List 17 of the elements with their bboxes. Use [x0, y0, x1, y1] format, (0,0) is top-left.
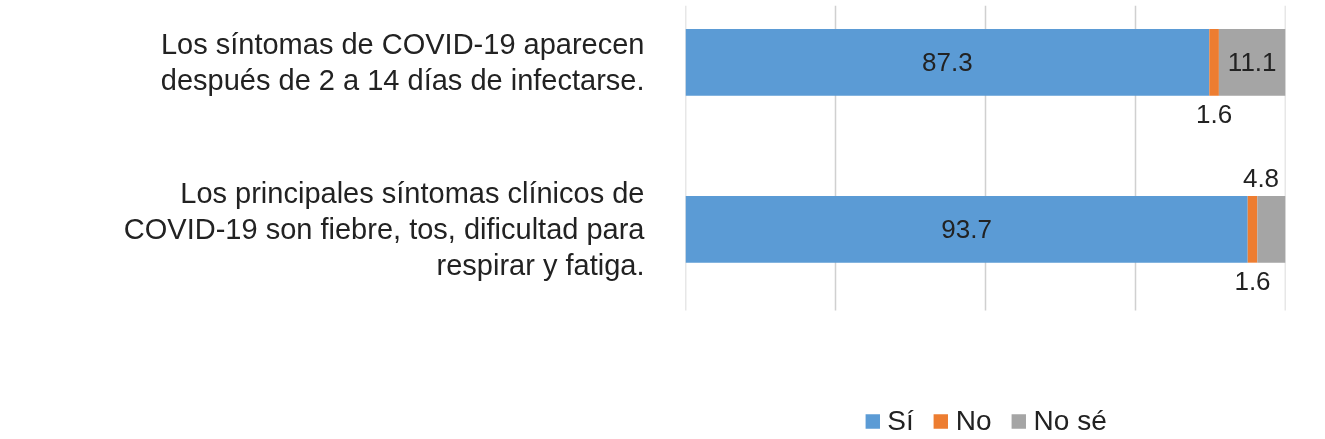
legend-label: Sí: [887, 405, 914, 437]
bar: [685, 28, 1210, 96]
legend-label: No: [955, 405, 992, 437]
data-label: 93.7: [941, 214, 992, 245]
data-label: 1.6: [1234, 265, 1271, 296]
data-label: 87.3: [922, 47, 973, 78]
legend-label: No sé: [1033, 405, 1107, 437]
bar: [1209, 28, 1219, 96]
bar: [1247, 195, 1258, 263]
data-label: 4.8: [1242, 162, 1280, 193]
y-tick-label: Los síntomas de COVID-19 aparecen después de 2 a 14 días de infectarse.: [160, 28, 645, 97]
bar: [685, 195, 1248, 263]
data-label: 11.1: [1227, 47, 1277, 78]
bar: [1218, 28, 1286, 96]
bar: [1257, 195, 1286, 263]
data-label: 1.6: [1196, 98, 1233, 129]
y-tick-label: Los principales síntomas clínicos de COVID-19 son fiebre, tos, dificultad para respirar y fatiga.: [123, 177, 646, 282]
